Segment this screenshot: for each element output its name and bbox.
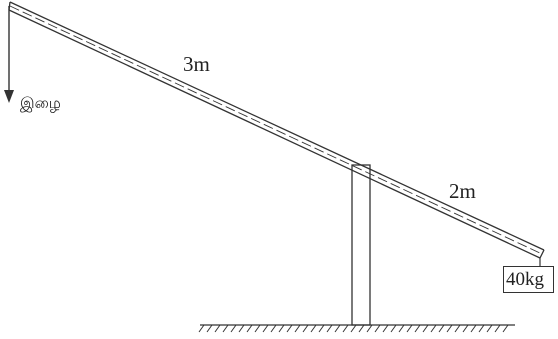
hatch-mark <box>358 324 365 333</box>
fulcrum-post <box>351 164 371 326</box>
hatch-mark <box>326 324 333 333</box>
hatch-mark <box>462 324 469 333</box>
hatch-mark <box>438 324 445 333</box>
beam-center-line <box>9 5 543 255</box>
hatch-mark <box>286 324 293 333</box>
effort-label: இழை <box>20 94 61 112</box>
left-arm-length-label: 3m <box>183 52 210 76</box>
down-arrow-icon <box>4 6 14 103</box>
beam-top-edge <box>9 1 545 251</box>
hatch-mark <box>278 324 285 333</box>
beam-right-end <box>539 249 545 259</box>
hatch-mark <box>382 324 389 333</box>
load-box <box>503 266 554 293</box>
hatch-mark <box>430 324 437 333</box>
hatch-mark <box>238 324 245 333</box>
lever-beam <box>8 1 545 259</box>
hatch-mark <box>446 324 453 333</box>
hatch-mark <box>318 324 325 333</box>
hatch-mark <box>302 324 309 333</box>
hatch-mark <box>294 324 301 333</box>
beam-bottom-edge <box>8 9 541 259</box>
ground-hatch <box>198 324 509 333</box>
hatch-mark <box>374 324 381 333</box>
hatch-mark <box>342 324 349 333</box>
hatch-mark <box>470 324 477 333</box>
hatch-mark <box>206 324 213 333</box>
load-label: 40kg <box>506 269 544 290</box>
hatch-mark <box>502 324 509 333</box>
hatch-mark <box>262 324 269 333</box>
hatch-mark <box>334 324 341 333</box>
hatched-ground-icon <box>198 324 515 333</box>
hatch-mark <box>422 324 429 333</box>
hatch-mark <box>270 324 277 333</box>
hatch-mark <box>390 324 397 333</box>
hatch-mark <box>414 324 421 333</box>
hatch-mark <box>310 324 317 333</box>
hatch-mark <box>222 324 229 333</box>
hatch-mark <box>454 324 461 333</box>
right-arm-length-label: 2m <box>449 179 476 203</box>
hatch-mark <box>398 324 405 333</box>
hatch-mark <box>246 324 253 333</box>
hatch-mark <box>406 324 413 333</box>
hatch-mark <box>214 324 221 333</box>
hatch-mark <box>478 324 485 333</box>
hatch-mark <box>366 324 373 333</box>
hatch-mark <box>494 324 501 333</box>
hatch-mark <box>350 324 357 333</box>
hatch-mark <box>254 324 261 333</box>
hatch-mark <box>486 324 493 333</box>
fulcrum-post-outline <box>351 164 371 326</box>
hatch-mark <box>230 324 237 333</box>
hatch-mark <box>198 324 205 333</box>
